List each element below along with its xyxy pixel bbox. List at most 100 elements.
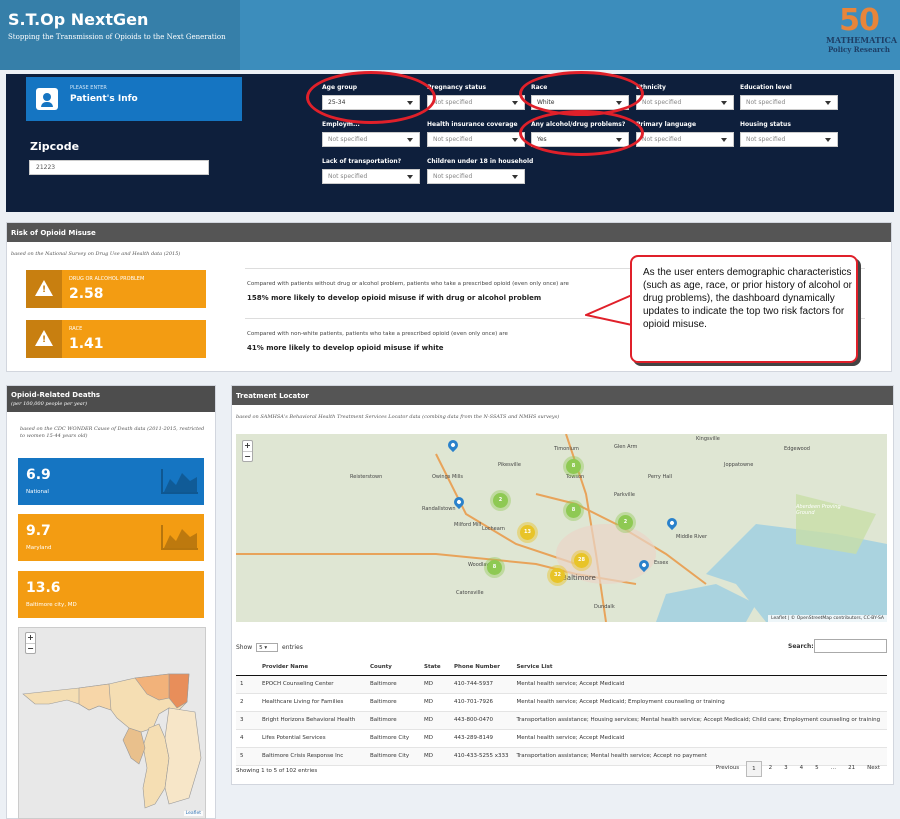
employment-select[interactable]: Not specified: [322, 132, 420, 147]
risk-source: based on the National Survey on Drug Use…: [11, 251, 181, 257]
alcohol-drug-highlight: [519, 110, 644, 156]
housing-status-select[interactable]: Not specified: [740, 132, 838, 147]
transportation-label: Lack of transportation?: [322, 158, 402, 165]
zoom-out-button[interactable]: −: [26, 643, 35, 653]
pagination-page[interactable]: 4: [799, 765, 804, 771]
ethnicity-select[interactable]: Not specified: [636, 95, 734, 110]
treatment-locator-map[interactable]: + − Reisterstown Owings Mills Randallsto…: [236, 434, 887, 622]
map-label: Aberdeen Proving Ground: [796, 504, 841, 516]
table-length-control: Show 5 ▾ entries: [236, 643, 303, 652]
pagination-page[interactable]: 5: [815, 765, 819, 771]
health-insurance-select[interactable]: Not specified: [427, 132, 525, 147]
employment-value: Not specified: [328, 136, 368, 143]
pagination-page[interactable]: 3: [784, 765, 788, 771]
service-list: Transportation assistance; Housing servi…: [512, 711, 887, 730]
table-row[interactable]: 1 EPOCH Counseling Center Baltimore MD 4…: [236, 675, 887, 694]
pagination-page[interactable]: 2: [768, 765, 773, 771]
risk-headline: 158% more likely to develop opioid misus…: [247, 294, 542, 302]
education-level-select[interactable]: Not specified: [740, 95, 838, 110]
provider-name: Healthcare Living for Families: [258, 693, 366, 712]
risk-headline: 41% more likely to develop opioid misuse…: [247, 344, 444, 352]
column-header-phone[interactable]: Phone Number: [450, 659, 513, 676]
map-label: Middle River: [676, 534, 708, 540]
transportation-value: Not specified: [328, 173, 368, 180]
ethnicity-value: Not specified: [642, 99, 682, 106]
zoom-in-button[interactable]: +: [27, 633, 34, 642]
map-attribution[interactable]: Leaflet: [183, 811, 203, 816]
death-rate-label: National: [26, 489, 49, 495]
death-rate-box: 13.6 Baltimore city, MD: [18, 571, 204, 618]
header-brand-area: S.T.Op NextGen Stopping the Transmission…: [0, 0, 240, 70]
pregnancy-status-label: Pregnancy status: [427, 84, 487, 91]
pagination-ellipsis: …: [830, 765, 837, 771]
transportation-select[interactable]: Not specified: [322, 169, 420, 184]
maryland-choropleth-map[interactable]: + − Leaflet: [18, 627, 206, 819]
column-header-provider[interactable]: Provider Name: [258, 659, 366, 676]
map-cluster-marker[interactable]: 13: [520, 525, 535, 540]
logo-line1: MATHEMATICA: [826, 35, 898, 45]
map-cluster-marker[interactable]: 8: [487, 560, 502, 575]
death-rate-label: Maryland: [26, 545, 52, 551]
treatment-locator-panel: Treatment Locator based on SAMHSA's Beha…: [231, 385, 894, 785]
children-value: Not specified: [433, 173, 473, 180]
map-cluster-marker[interactable]: 32: [550, 568, 565, 583]
map-attribution[interactable]: Leaflet | © OpenStreetMap contributors, …: [768, 615, 887, 622]
row-index: 3: [236, 711, 258, 730]
chevron-down-icon: [512, 101, 518, 105]
chevron-down-icon: [721, 138, 727, 142]
provider-table: Provider Name County State Phone Number …: [236, 659, 887, 766]
column-header[interactable]: [236, 659, 258, 676]
locator-source: based on SAMHSA's Behavioral Health Trea…: [236, 414, 560, 420]
zoom-out-button[interactable]: −: [243, 451, 252, 461]
map-cluster-marker[interactable]: 8: [566, 459, 581, 474]
service-list: Mental health service; Accept Medicaid: [512, 729, 887, 748]
column-header-county[interactable]: County: [366, 659, 420, 676]
table-row[interactable]: 5 Baltimore Crisis Response Inc Baltimor…: [236, 747, 887, 766]
risk-compare-text: Compared with non-white patients, patien…: [247, 331, 508, 337]
death-rate-value: 9.7: [26, 523, 51, 539]
maryland-counties-shape: [22, 673, 202, 809]
provider-name: EPOCH Counseling Center: [258, 675, 366, 694]
zipcode-input[interactable]: 21223: [29, 160, 209, 175]
map-label: Baltimore: [562, 574, 596, 582]
zoom-in-button[interactable]: +: [244, 441, 251, 450]
state: MD: [420, 693, 450, 712]
map-label: Owings Mills: [432, 474, 464, 480]
map-label: Essex: [654, 560, 669, 566]
page-length-select[interactable]: 5 ▾: [256, 643, 279, 652]
table-row[interactable]: 4 Lifes Potential Services Baltimore Cit…: [236, 729, 887, 748]
phone-number: 443-800-0470: [450, 711, 513, 730]
provider-name: Lifes Potential Services: [258, 729, 366, 748]
map-cluster-marker[interactable]: 2: [618, 515, 633, 530]
children-select[interactable]: Not specified: [427, 169, 525, 184]
provider-name: Baltimore Crisis Response Inc: [258, 747, 366, 766]
column-header-services[interactable]: Service List: [512, 659, 887, 676]
deaths-panel-subtitle: (per 100,000 people per year): [11, 401, 88, 407]
table-row[interactable]: 3 Bright Horizons Behavioral Health Balt…: [236, 711, 887, 730]
primary-language-select[interactable]: Not specified: [636, 132, 734, 147]
map-cluster-marker[interactable]: 8: [566, 503, 581, 518]
risk-compare-text: Compared with patients without drug or a…: [247, 281, 569, 287]
show-label: Show: [236, 644, 253, 651]
locator-panel-title: Treatment Locator: [232, 386, 893, 405]
children-label: Children under 18 in household: [427, 158, 534, 165]
search-input[interactable]: [814, 639, 887, 653]
county: Baltimore City: [366, 747, 420, 766]
map-cluster-marker[interactable]: 2: [493, 493, 508, 508]
pagination-previous[interactable]: Previous: [715, 765, 740, 771]
deaths-panel-header: Opioid-Related Deaths (per 100,000 peopl…: [7, 386, 215, 412]
pagination-page[interactable]: 21: [848, 765, 856, 771]
pregnancy-status-select[interactable]: Not specified: [427, 95, 525, 110]
patient-info-card: PLEASE ENTER Patient's Info: [26, 77, 242, 121]
state: MD: [420, 729, 450, 748]
housing-status-label: Housing status: [740, 121, 791, 128]
pagination-next[interactable]: Next: [867, 765, 880, 771]
column-header-state[interactable]: State: [420, 659, 450, 676]
search-label: Search:: [788, 643, 814, 650]
phone-number: 410-701-7926: [450, 693, 513, 712]
table-row[interactable]: 2 Healthcare Living for Families Baltimo…: [236, 693, 887, 712]
map-cluster-marker[interactable]: 28: [574, 553, 589, 568]
map-label: Glen Arm: [614, 444, 638, 450]
pagination-page[interactable]: 1: [746, 761, 762, 777]
map-label: Perry Hall: [648, 474, 673, 480]
